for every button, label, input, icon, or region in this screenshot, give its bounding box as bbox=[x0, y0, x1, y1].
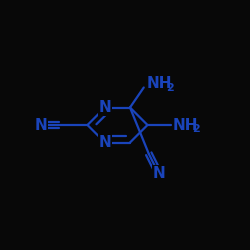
Text: 2: 2 bbox=[166, 83, 173, 93]
Text: N: N bbox=[98, 135, 112, 150]
Text: N: N bbox=[35, 118, 48, 132]
Text: 2: 2 bbox=[192, 124, 200, 134]
Text: NH: NH bbox=[172, 118, 198, 132]
Text: N: N bbox=[152, 166, 165, 181]
Text: NH: NH bbox=[146, 76, 172, 91]
Text: N: N bbox=[98, 100, 112, 115]
